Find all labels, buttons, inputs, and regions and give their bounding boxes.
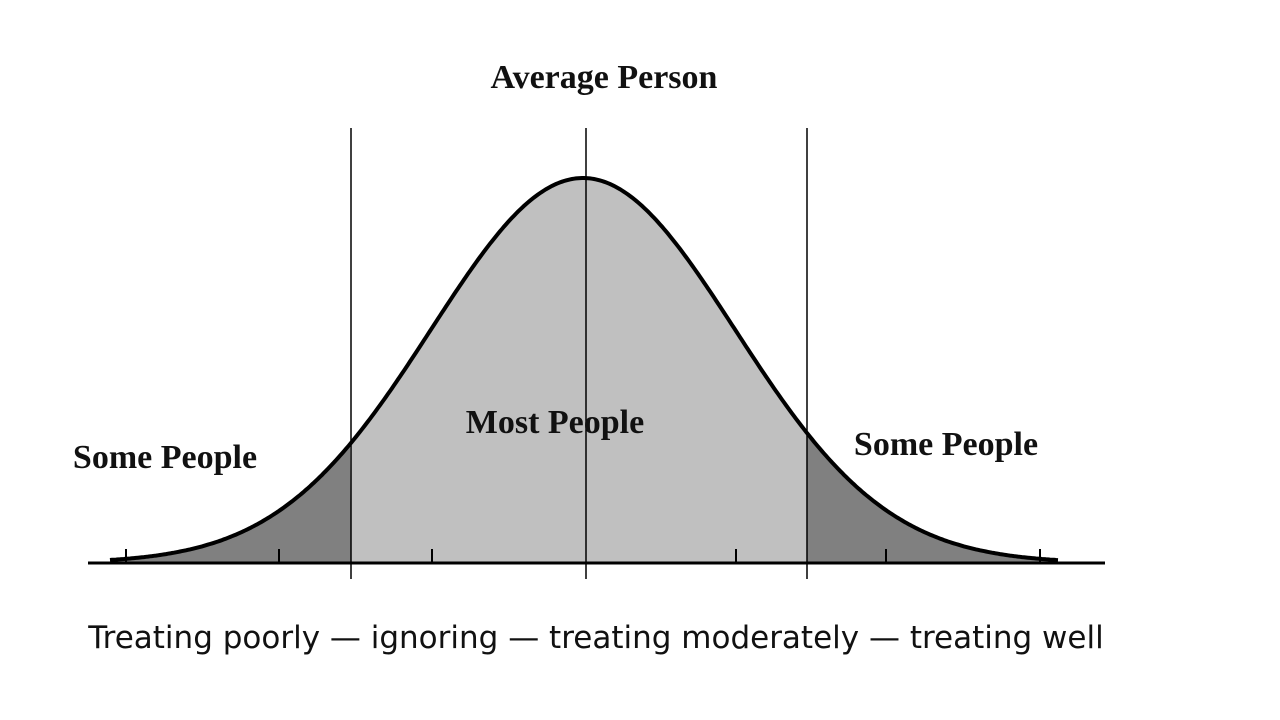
region-label: Some People <box>854 426 1038 463</box>
title: Average Person <box>491 59 718 96</box>
tail-area <box>807 433 1058 563</box>
ticks <box>125 549 1041 563</box>
curve-layer <box>109 176 1059 563</box>
tail-area <box>110 444 351 563</box>
caption: Treating poorly — ignoring — treating mo… <box>87 620 1103 656</box>
region-label: Most People <box>466 404 644 441</box>
bell-curve <box>109 176 1059 563</box>
region-label: Some People <box>73 439 257 476</box>
center-area <box>351 178 807 563</box>
